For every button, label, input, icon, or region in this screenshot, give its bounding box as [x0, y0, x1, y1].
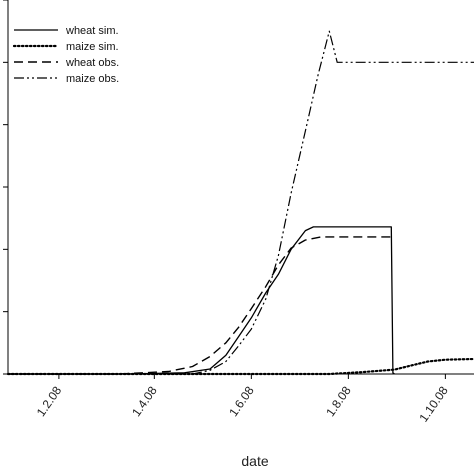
x-axis-title: date — [241, 453, 268, 469]
x-tick-label: 1.4.08 — [129, 383, 160, 419]
legend-label: maize obs. — [66, 73, 119, 85]
x-tick-label: 1.6.08 — [226, 383, 257, 419]
series-line-maize-sim — [6, 357, 474, 376]
x-tick-label: 1.8.08 — [323, 383, 354, 419]
legend-label: wheat sim. — [65, 25, 119, 37]
legend: wheat sim. maize sim. wheat obs. maize obs. — [12, 25, 119, 85]
series-layer — [6, 30, 474, 376]
x-tick-label: 1.10.08 — [416, 383, 451, 424]
series-line-wheat-obs — [8, 236, 392, 375]
legend-label: wheat obs. — [65, 57, 119, 69]
legend-label: maize sim. — [66, 41, 119, 53]
series-line-maize-obs — [8, 30, 474, 375]
x-tick-label: 1.2.08 — [34, 383, 65, 419]
series-line-wheat-sim — [8, 226, 395, 375]
